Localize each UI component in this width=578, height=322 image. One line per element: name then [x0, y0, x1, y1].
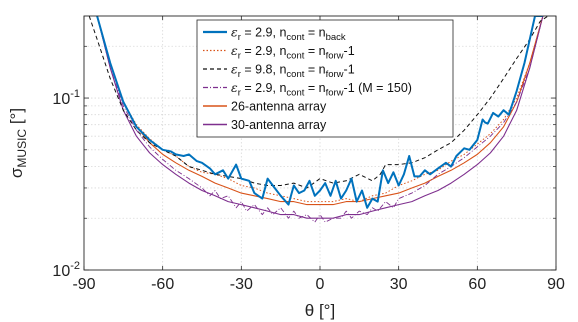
legend-box	[196, 19, 454, 138]
y-tick-label: 10-1	[52, 88, 80, 108]
legend-entry-4[interactable]: εr = 2.9, ncont = nforw-1 (M = 150)	[203, 80, 412, 99]
series-line-1	[96, 16, 543, 209]
x-tick-label: -60	[151, 276, 174, 293]
legend-entry-5[interactable]: 26-antenna array	[203, 100, 327, 114]
x-tick-label: -90	[72, 276, 95, 293]
x-tick-label: 60	[468, 276, 486, 293]
legend-entry-1[interactable]: εr = 2.9, ncont = nback	[203, 25, 346, 44]
x-axis-label: θ [°]	[305, 301, 335, 320]
series-group	[88, 16, 549, 223]
legend-label: εr = 2.9, ncont = nback	[231, 25, 346, 44]
x-tick-label: 30	[390, 276, 408, 293]
y-tick-label: 10-2	[52, 260, 80, 280]
ticks: -90 -60 -30 0 30 60 90 10-2 10-1	[52, 16, 565, 293]
legend-label: 30-antenna array	[231, 118, 327, 132]
x-tick-label: 90	[547, 276, 565, 293]
legend-label: εr = 9.8, ncont = nforw-1	[231, 62, 355, 81]
legend-entry-6[interactable]: 30-antenna array	[203, 118, 327, 132]
series-line-6	[96, 16, 544, 219]
series-line-2	[96, 16, 544, 203]
y-axis-label: σMUSIC [°]	[7, 108, 29, 178]
legend-label: 26-antenna array	[231, 100, 327, 114]
legend-label: εr = 2.9, ncont = nforw-1	[231, 43, 355, 62]
x-tick-label: 0	[316, 276, 325, 293]
legend-entry-2[interactable]: εr = 2.9, ncont = nforw-1	[203, 43, 355, 62]
legend-entry-3[interactable]: εr = 9.8, ncont = nforw-1	[203, 62, 355, 81]
series-line-5	[96, 16, 544, 206]
legend-label: εr = 2.9, ncont = nforw-1 (M = 150)	[231, 80, 412, 99]
series-line-4	[96, 16, 544, 223]
x-tick-label: -30	[230, 276, 253, 293]
